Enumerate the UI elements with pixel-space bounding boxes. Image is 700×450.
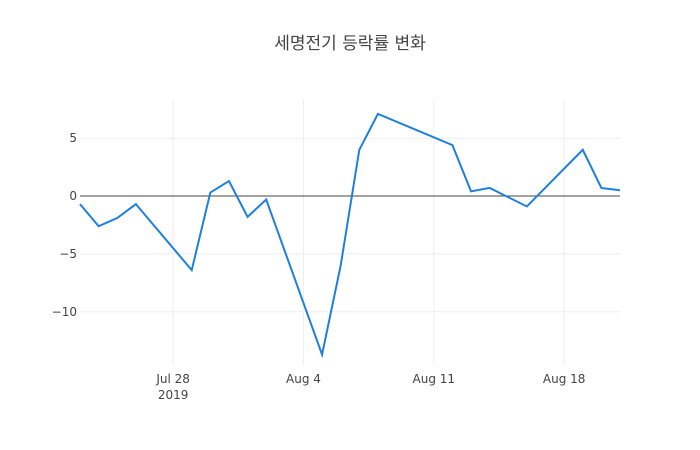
y-tick-label: −5 xyxy=(59,247,77,261)
x-tick-label: Jul 28 2019 xyxy=(155,372,190,402)
x-tick-label: Aug 4 xyxy=(286,372,321,386)
y-tick-label: −10 xyxy=(52,305,77,319)
y-tick-label: 0 xyxy=(69,189,77,203)
y-tick-label: 5 xyxy=(69,131,77,145)
x-tick-label: Aug 11 xyxy=(413,372,456,386)
chart-title: 세명전기 등락률 변화 xyxy=(274,34,426,54)
line xyxy=(79,112,621,359)
x-tick-label: Aug 18 xyxy=(543,372,586,386)
